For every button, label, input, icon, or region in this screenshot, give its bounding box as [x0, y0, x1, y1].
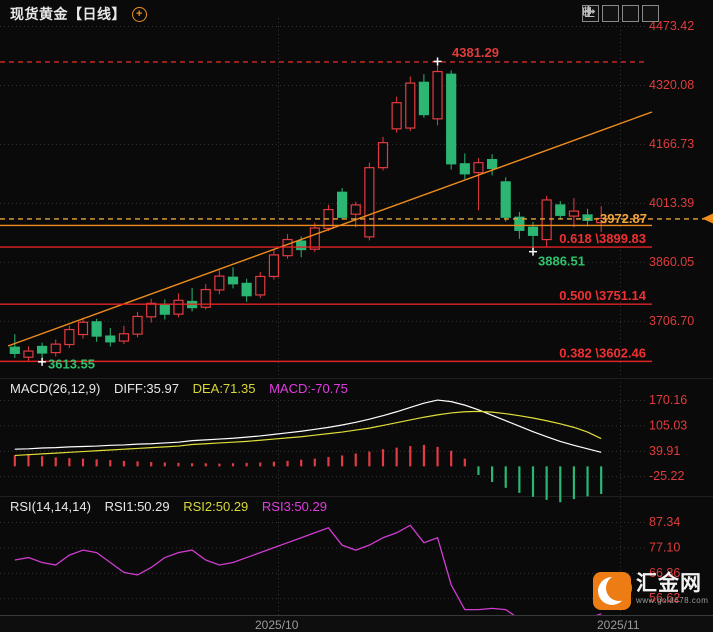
- candle-body: [36, 345, 48, 354]
- point-label: 3886.51: [538, 254, 585, 269]
- axis-scale-left-icon[interactable]: [585, 5, 619, 22]
- candle-body: [50, 343, 61, 354]
- candle-body: [514, 216, 525, 231]
- level-label: 3972.87: [600, 211, 647, 226]
- candle-body: [214, 275, 225, 291]
- macd-macd-value: MACD:-70.75: [269, 381, 348, 396]
- candle-body: [77, 321, 89, 336]
- candle-body: [391, 102, 402, 130]
- candle-body: [350, 204, 361, 215]
- candle-body: [118, 333, 130, 342]
- axis-tick-label: 4320.08: [649, 78, 694, 92]
- chart-header: 现货黄金【日线】 +: [10, 4, 147, 24]
- date-label-oct: 2025/10: [255, 618, 299, 632]
- rsi1-value: RSI1:50.29: [104, 499, 170, 514]
- axis-tick-label: 4473.42: [649, 19, 694, 33]
- candle-body: [377, 142, 389, 169]
- level-label: 4381.29: [452, 45, 499, 60]
- axis-tick-label: 56.62: [649, 591, 680, 605]
- point-label: 3613.55: [48, 357, 95, 372]
- candle-body: [473, 162, 484, 174]
- page-title: 现货黄金【日线】: [10, 6, 126, 22]
- macd-diff-line: [14, 399, 602, 453]
- macd-dea-line: [14, 410, 602, 457]
- axis-scale-right-icon[interactable]: [585, 5, 639, 22]
- axis-tick-label: 77.10: [649, 540, 680, 554]
- candle-body: [132, 315, 143, 335]
- rsi-line: [14, 524, 602, 620]
- watermark: 汇金网 www.gold678.com: [593, 572, 708, 610]
- axis-tick-label: 105.03: [649, 418, 687, 432]
- candle-body: [336, 191, 348, 218]
- add-indicator-icon[interactable]: +: [132, 6, 147, 22]
- candle-body: [527, 226, 539, 236]
- axis-tick-label: 4166.73: [649, 137, 694, 151]
- candle-body: [296, 240, 307, 251]
- axis-tick-label: 4013.39: [649, 196, 694, 210]
- axis-tick-label: 170.16: [649, 393, 687, 407]
- macd-legend: MACD(26,12,9) DIFF:35.97 DEA:71.35 MACD:…: [10, 381, 358, 396]
- candle-body: [432, 70, 443, 120]
- axis-tick-label: 3860.05: [649, 255, 694, 269]
- trendline: [7, 111, 653, 347]
- watermark-brand: 汇金网: [636, 572, 702, 595]
- axis-tick-label: 39.91: [649, 444, 680, 458]
- axis-tick-label: 3706.70: [649, 314, 694, 328]
- macd-name-label: MACD(26,12,9): [10, 381, 101, 396]
- candle-body: [227, 276, 239, 285]
- rsi3-value: RSI3:50.29: [261, 499, 327, 514]
- candle-body: [23, 350, 34, 358]
- candle-body: [159, 303, 170, 315]
- rsi-name-label: RSI(14,14,14): [10, 499, 91, 514]
- candle-body: [459, 163, 470, 175]
- rsi2-value: RSI2:50.29: [183, 499, 249, 514]
- candle-body: [173, 299, 184, 315]
- macd-diff-value: DIFF:35.97: [113, 381, 179, 396]
- candle-body: [9, 346, 20, 354]
- candle-body: [541, 199, 552, 241]
- level-label: 0.382 \3602.46: [559, 345, 646, 360]
- candle-body: [500, 181, 511, 218]
- scroll-right-icon[interactable]: [583, 5, 659, 22]
- candle-body: [405, 82, 416, 129]
- candle-body: [91, 321, 102, 337]
- candle-body: [364, 167, 375, 238]
- candle-body: [309, 227, 320, 250]
- chart-toolbar: [582, 5, 659, 22]
- candle-body: [241, 282, 252, 297]
- level-label: 0.618 \3899.83: [559, 231, 646, 246]
- level-label: 0.500 \3751.14: [559, 288, 647, 303]
- macd-dea-value: DEA:71.35: [192, 381, 256, 396]
- watermark-url: www.gold678.com: [636, 596, 709, 605]
- candle-body: [582, 214, 593, 221]
- candle-body: [446, 73, 457, 165]
- candle-body: [418, 81, 430, 116]
- candle-body: [268, 254, 280, 278]
- candle-body: [146, 302, 157, 318]
- rsi-legend: RSI(14,14,14) RSI1:50.29 RSI2:50.29 RSI3…: [10, 499, 337, 514]
- candle-body: [255, 275, 266, 296]
- candle-body: [568, 210, 580, 217]
- candle-body: [64, 328, 75, 346]
- date-label-nov: 2025/11: [597, 618, 640, 632]
- date-axis[interactable]: 2025/10 2025/11: [0, 615, 713, 632]
- price-marker: [702, 213, 713, 224]
- candle-body: [555, 204, 566, 216]
- candle-body: [596, 217, 607, 224]
- candle-body: [105, 335, 116, 343]
- axis-tick-label: -25.22: [649, 469, 684, 483]
- axis-tick-label: 66.86: [649, 566, 680, 580]
- axis-tick-label: 87.34: [649, 515, 680, 529]
- candle-body: [486, 158, 498, 170]
- huijin-logo-icon: [593, 572, 632, 610]
- candle-body: [200, 288, 211, 308]
